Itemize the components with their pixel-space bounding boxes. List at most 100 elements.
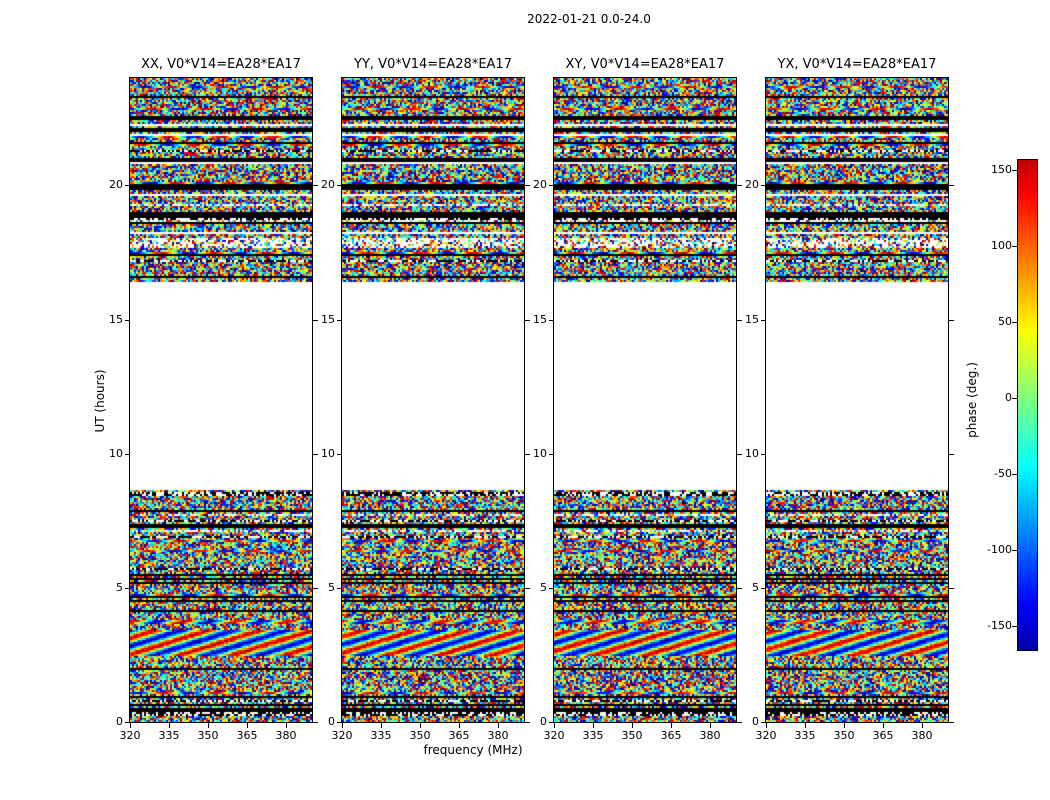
ytick-mark-right (737, 320, 742, 321)
panel-title-xy: XY, V0*V14=EA28*EA17 (565, 57, 725, 72)
ytick-mark-right (737, 722, 742, 723)
xtick-mark (766, 723, 767, 728)
xtick-label-yx: 350 (833, 729, 855, 742)
xtick-mark (922, 723, 923, 728)
ytick-mark-left (761, 722, 766, 723)
ytick-mark-left (337, 320, 342, 321)
x-axis-label: frequency (MHz) (423, 743, 523, 757)
xtick-mark (247, 723, 248, 728)
ytick-label-yy: 10 (321, 447, 335, 460)
xtick-label-xx: 350 (197, 729, 219, 742)
ytick-mark-left (549, 588, 554, 589)
xtick-mark (130, 723, 131, 728)
ytick-label-xx: 10 (109, 447, 123, 460)
ytick-mark-right (737, 185, 742, 186)
colorbar-gradient (1017, 159, 1038, 651)
xtick-mark (844, 723, 845, 728)
colorbar-tick-mark (1012, 170, 1017, 171)
xtick-mark (554, 723, 555, 728)
ytick-label-yx: 10 (745, 447, 759, 460)
xtick-mark (632, 723, 633, 728)
ytick-mark-right (949, 588, 954, 589)
colorbar-tick-mark (1012, 626, 1017, 627)
xtick-mark (671, 723, 672, 728)
heatmap-yy (342, 78, 524, 722)
xtick-label-yy: 380 (487, 729, 509, 742)
colorbar-tick-label: -50 (994, 467, 1012, 480)
panel-title-xx: XX, V0*V14=EA28*EA17 (141, 57, 301, 72)
xtick-label-yy: 350 (409, 729, 431, 742)
ytick-label-yy: 0 (328, 715, 335, 728)
xtick-mark (498, 723, 499, 728)
ytick-mark-left (337, 185, 342, 186)
xtick-label-yy: 335 (370, 729, 392, 742)
ytick-mark-right (313, 588, 318, 589)
xtick-label-xy: 350 (621, 729, 643, 742)
ytick-label-xy: 0 (540, 715, 547, 728)
ytick-mark-right (525, 454, 530, 455)
heatmap-xy (554, 78, 736, 722)
xtick-mark (710, 723, 711, 728)
ytick-mark-right (949, 722, 954, 723)
colorbar-tick-label: 50 (998, 315, 1012, 328)
colorbar-tick-label: 150 (991, 163, 1012, 176)
ytick-mark-right (525, 320, 530, 321)
ytick-label-yy: 15 (321, 313, 335, 326)
ytick-mark-right (313, 320, 318, 321)
colorbar-tick-mark (1012, 398, 1017, 399)
ytick-mark-right (737, 454, 742, 455)
ytick-mark-right (313, 454, 318, 455)
xtick-label-xx: 320 (119, 729, 141, 742)
ytick-label-xy: 15 (533, 313, 547, 326)
ytick-label-xx: 20 (109, 178, 123, 191)
ytick-mark-left (125, 454, 130, 455)
xtick-mark (342, 723, 343, 728)
xtick-label-xy: 380 (699, 729, 721, 742)
ytick-mark-left (761, 454, 766, 455)
ytick-mark-left (761, 320, 766, 321)
ytick-label-yx: 5 (752, 581, 759, 594)
ytick-mark-left (337, 588, 342, 589)
xtick-label-yx: 380 (911, 729, 933, 742)
ytick-mark-left (125, 722, 130, 723)
ytick-label-yx: 0 (752, 715, 759, 728)
colorbar-tick-mark (1012, 550, 1017, 551)
xtick-mark (883, 723, 884, 728)
xtick-label-xx: 335 (158, 729, 180, 742)
plot-area-xy (553, 77, 737, 723)
ytick-label-xy: 5 (540, 581, 547, 594)
colorbar-tick-mark (1012, 322, 1017, 323)
ytick-label-yy: 20 (321, 178, 335, 191)
plot-area-yy (341, 77, 525, 723)
xtick-mark (208, 723, 209, 728)
panel-title-yy: YY, V0*V14=EA28*EA17 (354, 57, 512, 72)
figure-title: 2022-01-21 0.0-24.0 (527, 12, 651, 26)
colorbar-tick-label: -100 (987, 543, 1012, 556)
panel-title-yx: YX, V0*V14=EA28*EA17 (777, 57, 937, 72)
xtick-mark (593, 723, 594, 728)
ytick-mark-left (761, 588, 766, 589)
ytick-mark-left (549, 320, 554, 321)
ytick-mark-right (949, 320, 954, 321)
xtick-mark (169, 723, 170, 728)
ytick-mark-left (549, 185, 554, 186)
ytick-mark-right (525, 722, 530, 723)
ytick-mark-left (337, 722, 342, 723)
y-axis-label: UT (hours) (93, 369, 107, 433)
ytick-label-yy: 5 (328, 581, 335, 594)
heatmap-yx (766, 78, 948, 722)
xtick-mark (420, 723, 421, 728)
ytick-mark-left (125, 320, 130, 321)
ytick-mark-right (525, 588, 530, 589)
xtick-label-yx: 335 (794, 729, 816, 742)
xtick-label-yy: 320 (331, 729, 353, 742)
colorbar-tick-label: 100 (991, 239, 1012, 252)
ytick-mark-left (549, 454, 554, 455)
colorbar-canvas (1018, 160, 1037, 650)
xtick-mark (459, 723, 460, 728)
xtick-label-xy: 335 (582, 729, 604, 742)
ytick-mark-right (737, 588, 742, 589)
xtick-label-xy: 320 (543, 729, 565, 742)
ytick-label-xx: 5 (116, 581, 123, 594)
